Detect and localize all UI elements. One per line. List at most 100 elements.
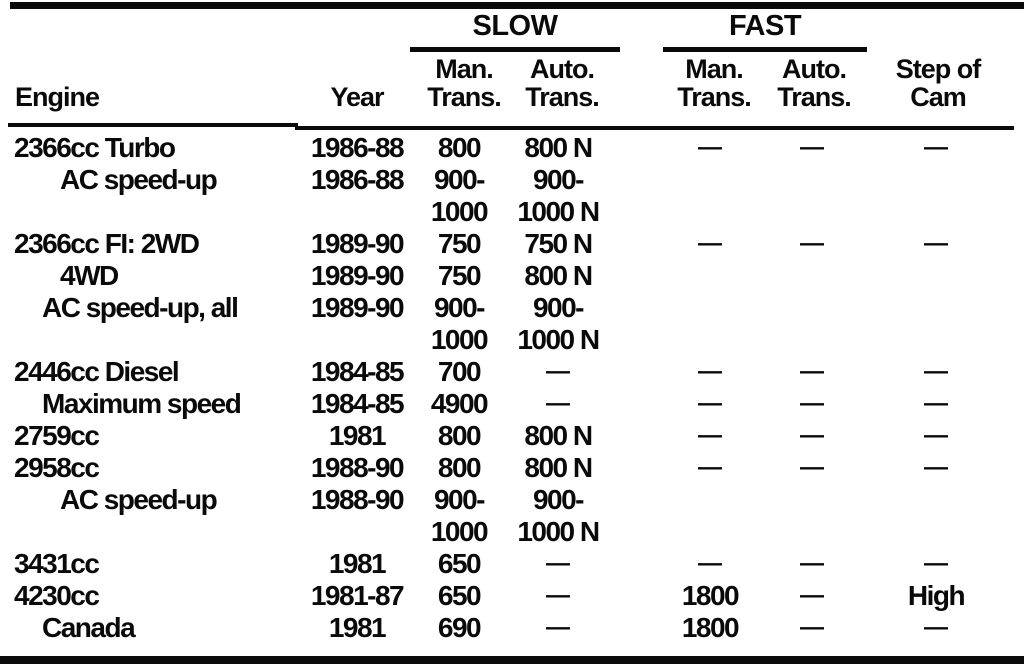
step-of-cam-cell: — xyxy=(924,134,948,161)
table-row: 3431cc 1981 650 — — — — xyxy=(0,548,1024,580)
table-row: AC speed-up 1986-88 900- 900- xyxy=(0,164,1024,196)
engine-cell: AC speed-up, all xyxy=(42,292,239,323)
slow-manual-trans-cell: 750 xyxy=(437,228,482,259)
year-cell: 1981-87 xyxy=(310,580,405,611)
slow-manual-trans-cell: 800 xyxy=(437,132,482,163)
fast-manual-trans-cell: — xyxy=(698,134,722,161)
fast-auto-trans-cell: — xyxy=(800,358,824,385)
slow-manual-trans-cell: 900- xyxy=(433,484,486,515)
slow-manual-trans-cell: 900- xyxy=(433,164,486,195)
slow-manual-trans-cell: 800 xyxy=(437,452,482,483)
step-of-cam-cell: — xyxy=(924,230,948,257)
fast-auto-trans-cell: — xyxy=(800,454,824,481)
fast-auto-trans-cell: — xyxy=(800,390,824,417)
table-row: 4WD 1989-90 750 800 N xyxy=(0,260,1024,292)
header-line: Step of xyxy=(895,54,982,84)
year-cell: 1989-90 xyxy=(310,260,405,291)
table-row: 2446cc Diesel 1984-85 700 — — — — xyxy=(0,356,1024,388)
table-row: 2366cc FI: 2WD 1989-90 750 750 N — — — xyxy=(0,228,1024,260)
slow-auto-trans-cell: — xyxy=(546,358,570,385)
header-line: Trans. xyxy=(427,82,502,112)
header-line: Man. xyxy=(435,54,494,84)
header-line: Trans. xyxy=(777,82,852,112)
slow-auto-trans-cell: 900- xyxy=(532,164,585,195)
slow-auto-trans-cell: 800 N xyxy=(524,260,593,291)
slow-manual-trans-cell: 650 xyxy=(437,580,482,611)
table-row: 4230cc 1981-87 650 — 1800 — High xyxy=(0,580,1024,612)
slow-auto-trans-cell: 1000 N xyxy=(517,196,600,227)
engine-cell: 3431cc xyxy=(14,548,100,579)
slow-auto-trans-cell: 900- xyxy=(532,292,585,323)
table-row: 1000 1000 N xyxy=(0,196,1024,228)
year-cell: 1981 xyxy=(328,420,387,451)
slow-group-underline xyxy=(410,47,620,52)
fast-group-underline xyxy=(663,47,867,52)
step-of-cam-cell: — xyxy=(924,390,948,417)
slow-auto-trans-cell: — xyxy=(546,390,570,417)
slow-auto-trans-cell: 800 N xyxy=(524,132,593,163)
header-line: Trans. xyxy=(525,82,600,112)
step-of-cam-cell: — xyxy=(924,614,948,641)
header-fast-manual-trans: Man. Trans. xyxy=(652,55,776,111)
table-row: 2958cc 1988-90 800 800 N — — — xyxy=(0,452,1024,484)
header-rule-right xyxy=(295,126,1014,130)
slow-manual-trans-cell: 750 xyxy=(437,260,482,291)
step-of-cam-cell: High xyxy=(907,580,966,611)
engine-cell: 4WD xyxy=(60,260,119,291)
engine-cell: AC speed-up xyxy=(60,484,218,515)
header-fast-auto-trans: Auto. Trans. xyxy=(752,55,876,111)
table-row: Canada 1981 690 — 1800 — — xyxy=(0,612,1024,644)
engine-cell: 2366cc FI: 2WD xyxy=(14,228,200,259)
fast-manual-trans-cell: — xyxy=(698,454,722,481)
header-line: Auto. xyxy=(530,54,595,84)
year-cell: 1984-85 xyxy=(310,388,405,419)
table-row: 2366cc Turbo 1986-88 800 800 N — — — xyxy=(0,132,1024,164)
header-rule-left xyxy=(8,123,298,127)
top-rule xyxy=(10,2,1024,9)
fast-auto-trans-cell: — xyxy=(800,582,824,609)
table-row: 2759cc 1981 800 800 N — — — xyxy=(0,420,1024,452)
header-year: Year xyxy=(330,82,384,112)
bottom-rule xyxy=(0,656,1024,664)
engine-cell: 4230cc xyxy=(14,580,100,611)
table-row: AC speed-up, all 1989-90 900- 900- xyxy=(0,292,1024,324)
column-group-fast: FAST xyxy=(728,10,802,42)
header-line: Man. xyxy=(685,54,744,84)
slow-auto-trans-cell: — xyxy=(546,614,570,641)
fast-manual-trans-cell: — xyxy=(698,358,722,385)
engine-cell: 2366cc Turbo xyxy=(14,132,176,163)
slow-auto-trans-cell: 1000 N xyxy=(517,324,600,355)
year-cell: 1988-90 xyxy=(310,484,405,515)
engine-cell: 2446cc Diesel xyxy=(14,356,180,387)
table-row: Maximum speed 1984-85 4900 — — — — xyxy=(0,388,1024,420)
slow-manual-trans-cell: 650 xyxy=(437,548,482,579)
header-slow-manual-trans: Man. Trans. xyxy=(402,55,526,111)
year-cell: 1988-90 xyxy=(310,452,405,483)
engine-cell: Canada xyxy=(42,612,136,643)
table-row: 1000 1000 N xyxy=(0,516,1024,548)
fast-auto-trans-cell: — xyxy=(800,422,824,449)
header-engine: Engine xyxy=(15,82,100,112)
header-slow-auto-trans: Auto. Trans. xyxy=(500,55,624,111)
engine-cell: AC speed-up xyxy=(60,164,218,195)
slow-manual-trans-cell: 900- xyxy=(433,292,486,323)
slow-manual-trans-cell: 700 xyxy=(437,356,482,387)
fast-manual-trans-cell: — xyxy=(698,422,722,449)
slow-auto-trans-cell: 800 N xyxy=(524,452,593,483)
table-row: 1000 1000 N xyxy=(0,324,1024,356)
fast-manual-trans-cell: — xyxy=(698,390,722,417)
fast-manual-trans-cell: — xyxy=(698,550,722,577)
engine-cell: Maximum speed xyxy=(42,388,242,419)
year-cell: 1981 xyxy=(328,612,387,643)
fast-auto-trans-cell: — xyxy=(800,134,824,161)
slow-manual-trans-cell: 1000 xyxy=(430,324,489,355)
fast-auto-trans-cell: — xyxy=(800,550,824,577)
step-of-cam-cell: — xyxy=(924,422,948,449)
header-line: Trans. xyxy=(677,82,752,112)
header-line: Auto. xyxy=(782,54,847,84)
slow-manual-trans-cell: 800 xyxy=(437,420,482,451)
engine-cell: 2759cc xyxy=(14,420,100,451)
slow-manual-trans-cell: 4900 xyxy=(430,388,489,419)
step-of-cam-cell: — xyxy=(924,358,948,385)
